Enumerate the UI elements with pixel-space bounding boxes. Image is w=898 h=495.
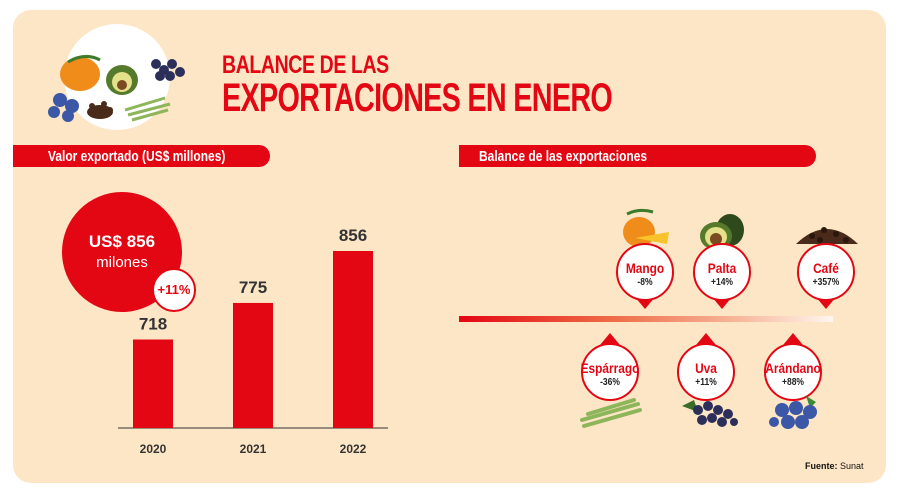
mango-shape bbox=[60, 57, 100, 91]
product-change: +88% bbox=[782, 377, 804, 388]
callout-palta: Palta +14% bbox=[693, 243, 751, 309]
mango-icon bbox=[623, 208, 669, 247]
source-label: Fuente: bbox=[805, 461, 838, 471]
callout-esparrago: Espárrago -36% bbox=[581, 333, 639, 401]
title-line-2: EXPORTACIONES EN ENERO bbox=[222, 76, 613, 120]
product-name: Uva bbox=[695, 360, 717, 376]
coffee-beans-icon bbox=[796, 227, 858, 244]
source-value: Sunat bbox=[840, 461, 864, 471]
product-name: Café bbox=[813, 260, 839, 276]
balance-gradient-line bbox=[459, 316, 833, 322]
coffee-shape bbox=[87, 101, 113, 119]
x-tick-label: 2022 bbox=[340, 442, 367, 456]
callout-cafe: Café +357% bbox=[797, 243, 855, 309]
product-name: Mango bbox=[625, 260, 665, 276]
fruit-collage-icon bbox=[48, 55, 185, 122]
blueberries-shape bbox=[48, 93, 79, 122]
grapes-shape bbox=[151, 59, 185, 81]
highlight-value: US$ 856 bbox=[88, 232, 156, 251]
callout-arandano: Arándano +88% bbox=[764, 333, 822, 401]
product-name: Palta bbox=[707, 260, 737, 276]
asparagus-icon bbox=[580, 398, 642, 428]
product-change: +14% bbox=[711, 277, 733, 288]
grapes-icon bbox=[682, 400, 738, 427]
section-header-balance: Balance de las exportaciones bbox=[459, 145, 816, 167]
bar-2021 bbox=[233, 302, 273, 428]
source-note: Fuente: Sunat bbox=[805, 461, 864, 471]
bar-value-label: 775 bbox=[239, 278, 267, 297]
product-name: Espárrago bbox=[580, 360, 640, 376]
section-header-value-label: Valor exportado (US$ millones) bbox=[48, 148, 226, 165]
product-change: +357% bbox=[812, 277, 840, 288]
x-tick-label: 2021 bbox=[240, 442, 267, 456]
pointer-up bbox=[696, 333, 716, 345]
bar-2022 bbox=[333, 251, 373, 428]
pointer-up bbox=[600, 333, 620, 345]
product-change: -36% bbox=[600, 377, 620, 388]
section-header-balance-label: Balance de las exportaciones bbox=[479, 148, 648, 165]
product-change: -8% bbox=[637, 277, 653, 288]
asparagus-shape bbox=[124, 96, 171, 122]
product-change: +11% bbox=[695, 377, 717, 388]
bar-value-label: 718 bbox=[139, 315, 167, 334]
blueberries-icon bbox=[769, 396, 817, 429]
bar-2020 bbox=[133, 339, 173, 428]
product-name: Arándano bbox=[765, 360, 821, 376]
callout-uva: Uva +11% bbox=[677, 333, 735, 401]
bar-value-label: 856 bbox=[339, 226, 367, 245]
title-line-1: BALANCE DE LAS bbox=[222, 51, 389, 79]
growth-badge: +11% bbox=[152, 268, 196, 312]
callout-mango: Mango -8% bbox=[616, 243, 674, 309]
section-header-value: Valor exportado (US$ millones) bbox=[13, 145, 270, 167]
highlight-unit: milones bbox=[96, 254, 148, 271]
x-tick-label: 2020 bbox=[140, 442, 167, 456]
pointer-up bbox=[783, 333, 803, 345]
